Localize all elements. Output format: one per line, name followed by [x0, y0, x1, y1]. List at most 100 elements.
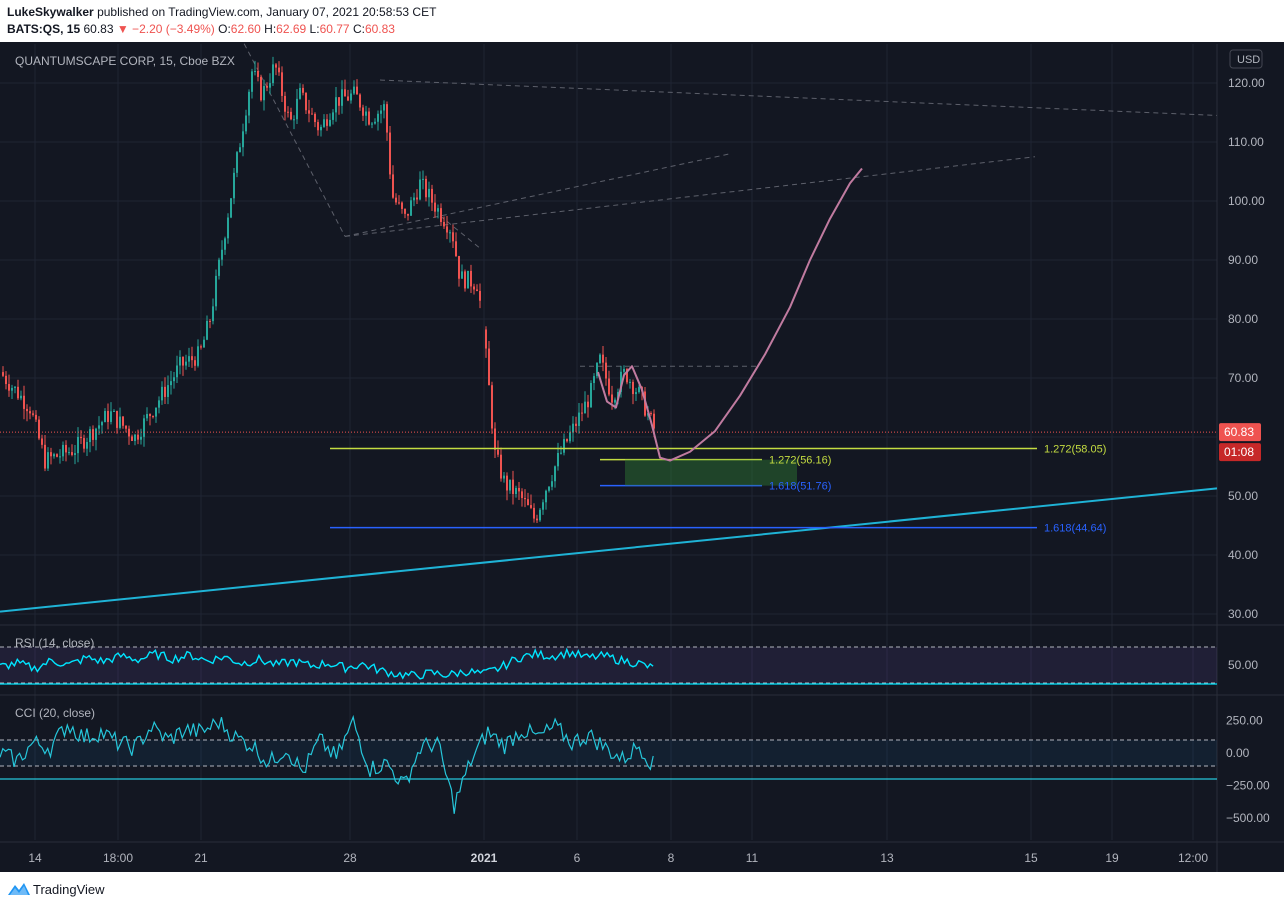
- candle-body: [419, 179, 421, 200]
- candle-body: [386, 104, 388, 133]
- candle-body: [425, 178, 427, 198]
- candle-body: [155, 407, 157, 417]
- candle-body: [527, 499, 529, 506]
- candle-body: [26, 408, 28, 412]
- candle-body: [434, 202, 436, 212]
- dashed-trend-line: [344, 156, 1036, 237]
- candle-body: [629, 381, 631, 383]
- cci-tick-label: 250.00: [1226, 714, 1263, 728]
- tradingview-brand[interactable]: TradingView: [33, 882, 105, 897]
- price-tick-label: 80.00: [1228, 312, 1258, 326]
- candle-body: [383, 104, 385, 111]
- candle-body: [236, 152, 238, 173]
- candle-body: [614, 399, 616, 403]
- quote-line: BATS:QS, 15 60.83 ▼ −2.20 (−3.49%) O:62.…: [7, 22, 395, 36]
- candle-body: [182, 356, 184, 366]
- candle-body: [281, 72, 283, 96]
- candle-body: [32, 413, 34, 415]
- candle-body: [233, 172, 235, 199]
- close-value: 60.83: [364, 22, 395, 36]
- candle-body: [521, 491, 523, 498]
- drawings: [242, 42, 1218, 367]
- candle-body: [89, 429, 91, 443]
- candle-body: [461, 271, 463, 279]
- fib-level-label: 1.618(51.76): [769, 481, 831, 493]
- candle-body: [218, 259, 220, 276]
- price-tick-label: 40.00: [1228, 548, 1258, 562]
- cci-tick-label: −500.00: [1226, 811, 1270, 825]
- candle-body: [485, 329, 487, 349]
- candle-body: [191, 356, 193, 361]
- candle-body: [176, 365, 178, 378]
- candle-body: [569, 432, 571, 442]
- candle-body: [71, 452, 73, 455]
- candle-body: [83, 438, 85, 449]
- rsi-band: [0, 647, 1217, 683]
- chart-area[interactable]: 30.00 40.00 50.00 6 0.00 70.00 80.00 90.00 100.0…: [0, 42, 1284, 872]
- cci-line: [0, 714, 654, 814]
- candle-body: [62, 444, 64, 457]
- candle-body: [566, 439, 568, 442]
- candle-body: [545, 490, 547, 503]
- low-value: 60.77: [319, 22, 350, 36]
- candle-body: [245, 115, 247, 132]
- candle-body: [251, 71, 253, 92]
- target-zone-box: [625, 459, 797, 486]
- candle-body: [611, 394, 613, 403]
- candle-body: [392, 174, 394, 198]
- cci-tick-label: 0.00: [1226, 746, 1250, 760]
- candle-body: [626, 368, 628, 383]
- candle-body: [344, 89, 346, 97]
- candle-body: [599, 354, 601, 364]
- time-tick-label: 18:00: [103, 851, 133, 865]
- price-tick-label: 30.00: [1228, 607, 1258, 621]
- candle-body: [593, 376, 595, 384]
- candle-body: [422, 178, 424, 180]
- candle-body: [203, 339, 205, 348]
- candle-body: [53, 454, 55, 457]
- candle-body: [2, 372, 4, 376]
- candle-body: [29, 411, 31, 414]
- candle-body: [299, 87, 301, 99]
- open-value: 62.60: [230, 22, 261, 36]
- candle-body: [20, 395, 22, 399]
- candle-body: [200, 346, 202, 348]
- time-tick-label: 14: [28, 851, 42, 865]
- candle-body: [179, 356, 181, 366]
- candle-body: [464, 271, 466, 289]
- open-label: O:: [218, 22, 231, 36]
- candle-body: [506, 475, 508, 491]
- candle-body: [584, 401, 586, 414]
- candle-body: [35, 414, 37, 420]
- candle-body: [320, 126, 322, 131]
- candle-body: [377, 113, 379, 122]
- published-text: published on TradingView.com, January 07…: [97, 5, 437, 19]
- high-value: 62.69: [276, 22, 307, 36]
- candle-body: [362, 107, 364, 116]
- candle-body: [92, 429, 94, 440]
- candle-body: [101, 422, 103, 426]
- candles: [2, 56, 655, 523]
- candle-body: [65, 444, 67, 453]
- candle-body: [563, 439, 565, 453]
- candle-body: [113, 410, 115, 412]
- candle-body: [287, 111, 289, 113]
- last-price-badge-text: 60.83: [1224, 425, 1254, 439]
- candle-body: [458, 256, 460, 279]
- candle-body: [302, 87, 304, 93]
- candle-body: [380, 110, 382, 114]
- dashed-trend-line: [344, 153, 731, 237]
- price-tick-label: 50.00: [1228, 489, 1258, 503]
- candle-body: [602, 354, 604, 363]
- candle-body: [443, 221, 445, 227]
- candle-body: [623, 368, 625, 372]
- candle-body: [158, 400, 160, 408]
- candle-body: [575, 423, 577, 426]
- publish-header: LukeSkywalker published on TradingView.c…: [0, 0, 1284, 42]
- candle-body: [440, 208, 442, 222]
- candle-body: [50, 452, 52, 457]
- fib-level-label: 1.272(56.16): [769, 455, 831, 467]
- candle-body: [494, 428, 496, 450]
- publisher-name[interactable]: LukeSkywalker: [7, 5, 94, 19]
